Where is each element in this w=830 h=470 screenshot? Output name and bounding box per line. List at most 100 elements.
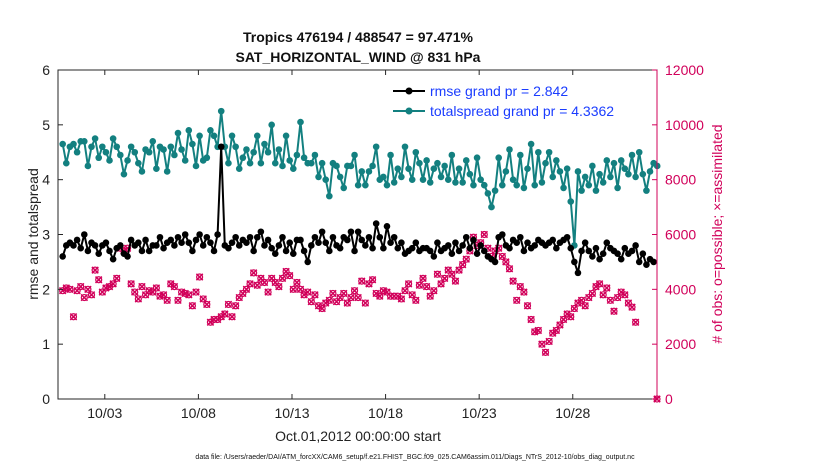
totalspread-point <box>235 165 243 172</box>
obs-assimilated-point <box>376 292 384 300</box>
obs-assimilated-point <box>134 295 143 303</box>
totalspread-point <box>300 154 308 162</box>
obs-assimilated-point <box>231 302 240 310</box>
obs-assimilated-point <box>203 300 211 309</box>
obs-assimilated-point <box>303 288 312 296</box>
obs-assimilated-point <box>228 313 236 321</box>
totalspread-point <box>412 148 420 156</box>
obs-assimilated-point <box>458 260 467 269</box>
obs-assimilated-point <box>412 296 420 305</box>
rmse-point <box>156 233 164 241</box>
obs-possible-point <box>495 244 503 252</box>
obs-possible-point <box>170 282 178 291</box>
obs-assimilated-point <box>603 284 611 292</box>
obs-possible-point <box>365 280 373 288</box>
rmse-point <box>596 255 603 263</box>
obs-possible-point <box>585 293 593 302</box>
x-tick-label: 10/08 <box>181 405 216 421</box>
obs-assimilated-point <box>527 315 535 324</box>
footnote: data file: /Users/raeder/DAI/ATM_forcXX/… <box>195 454 635 461</box>
totalspread-point <box>614 184 621 192</box>
rmse-point <box>448 250 456 257</box>
rmse-point <box>498 231 506 238</box>
obs-assimilated-point <box>599 291 607 299</box>
rmse-point <box>358 236 366 244</box>
totalspread-point <box>113 143 121 151</box>
obs-possible-point <box>203 300 211 309</box>
obs-assimilated-point <box>408 291 416 299</box>
obs-assimilated-point <box>433 270 442 278</box>
totalspread-point <box>488 203 495 211</box>
totalspread-point <box>261 140 268 148</box>
legend-label-totalspread: totalspread grand pr = 4.3362 <box>430 103 614 119</box>
obs-possible-point <box>80 293 88 302</box>
legend-marker-rmse <box>405 87 413 95</box>
totalspread-point <box>271 159 279 167</box>
obs-possible-point <box>152 284 160 292</box>
obs-assimilated-point <box>246 280 254 288</box>
totalspread-point <box>228 132 236 140</box>
totalspread-point <box>531 181 539 189</box>
obs-assimilated-point <box>311 291 319 299</box>
obs-possible-point <box>253 281 261 289</box>
chart-title: Tropics 476194 / 488547 = 97.471% <box>243 29 474 45</box>
rmse-point <box>322 239 330 247</box>
totalspread-point <box>592 187 600 194</box>
obs-possible-point <box>282 267 290 276</box>
obs-assimilated-point <box>606 296 615 305</box>
obs-assimilated-point <box>419 274 427 283</box>
totalspread-point <box>124 157 131 164</box>
rmse-point <box>581 239 589 247</box>
obs-possible-point <box>480 230 488 239</box>
obs-assimilated-point <box>437 280 445 288</box>
obs-possible-point <box>523 302 532 310</box>
x-tick-label: 10/18 <box>368 405 403 421</box>
obs-assimilated-point <box>293 278 301 287</box>
rmse-point <box>181 231 189 238</box>
obs-assimilated-point <box>275 282 283 291</box>
obs-assimilated-point <box>329 289 337 298</box>
rmse-point <box>243 239 250 247</box>
rmse-point <box>362 242 369 249</box>
ticks-layer: 10/03 10/08 10/13 10/18 10/23 10/28 0 1 2 3 4 5 6 0 20… <box>42 62 704 421</box>
totalspread-point <box>102 148 110 156</box>
rmse-point <box>632 242 639 249</box>
totalspread-point <box>351 151 358 159</box>
totalspread-point <box>250 148 257 156</box>
totalspread-point <box>315 173 322 181</box>
totalspread-point <box>340 184 348 192</box>
obs-possible-point <box>304 288 312 296</box>
obs-possible-point <box>545 337 553 346</box>
obs-possible-point <box>250 269 258 277</box>
legend: rmse grand pr = 2.842 totalspread grand … <box>391 79 655 121</box>
obs-assimilated-point <box>545 337 553 346</box>
rmse-point <box>369 244 376 252</box>
totalspread-point <box>253 132 261 140</box>
obs-possible-point <box>340 289 348 298</box>
obs-assimilated-point <box>581 302 589 310</box>
rmse-point <box>639 250 647 257</box>
obs-assimilated-point <box>69 313 78 321</box>
obs-assimilated-point <box>523 302 532 310</box>
totalspread-point <box>603 157 611 164</box>
obs-possible-point <box>459 261 467 269</box>
obs-possible-point <box>541 348 550 356</box>
obs-possible-point <box>199 295 207 303</box>
obs-possible-point <box>84 285 92 293</box>
totalspread-point <box>210 132 218 140</box>
x-tick-label: 10/28 <box>555 405 590 421</box>
y-tick-label: 4 <box>42 172 50 188</box>
totalspread-point <box>135 159 142 167</box>
totalspread-point <box>318 159 326 167</box>
obs-assimilated-point <box>192 288 200 296</box>
totalspread-point <box>455 165 463 172</box>
obs-possible-point <box>397 295 405 303</box>
obs-possible-point <box>347 293 355 302</box>
totalspread-point <box>495 154 502 162</box>
totalspread-point <box>297 118 304 126</box>
obs-possible-point <box>332 298 341 306</box>
obs-assimilated-point <box>278 274 287 283</box>
rmse-point <box>297 236 304 244</box>
obs-possible-point <box>354 293 362 302</box>
obs-possible-point <box>441 274 449 282</box>
